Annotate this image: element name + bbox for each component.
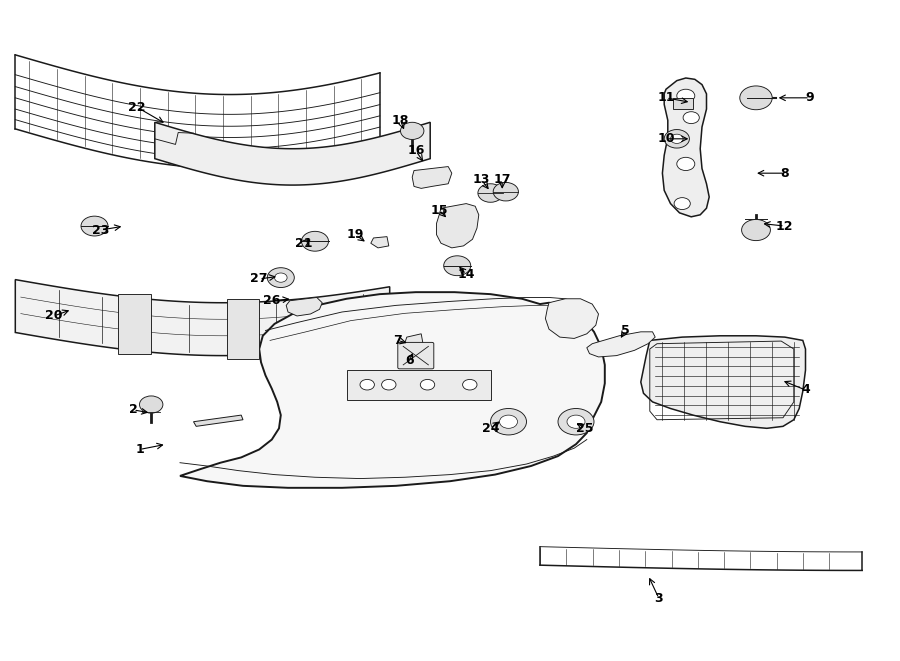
Polygon shape	[15, 280, 390, 356]
Polygon shape	[155, 122, 430, 185]
Circle shape	[444, 256, 471, 276]
Circle shape	[140, 396, 163, 413]
Polygon shape	[405, 334, 423, 347]
Polygon shape	[545, 299, 598, 338]
Text: 26: 26	[263, 294, 281, 307]
Circle shape	[500, 415, 518, 428]
Text: 27: 27	[250, 272, 268, 286]
Text: 6: 6	[405, 354, 414, 367]
Circle shape	[478, 184, 503, 202]
Text: 18: 18	[392, 114, 410, 127]
Circle shape	[274, 273, 287, 282]
Circle shape	[400, 122, 424, 139]
Polygon shape	[673, 98, 693, 109]
Polygon shape	[412, 167, 452, 188]
Polygon shape	[436, 204, 479, 248]
Text: 14: 14	[457, 268, 475, 281]
Polygon shape	[641, 336, 806, 428]
Text: 9: 9	[806, 91, 814, 104]
Polygon shape	[662, 78, 709, 217]
Circle shape	[267, 268, 294, 288]
Text: 21: 21	[295, 237, 313, 250]
Circle shape	[491, 408, 526, 435]
Text: 5: 5	[621, 324, 630, 337]
Circle shape	[302, 231, 328, 251]
Circle shape	[740, 86, 772, 110]
FancyBboxPatch shape	[227, 299, 259, 359]
Text: 7: 7	[393, 334, 402, 347]
Text: 23: 23	[92, 223, 110, 237]
Circle shape	[670, 134, 683, 143]
Text: 11: 11	[657, 91, 675, 104]
Text: 1: 1	[135, 443, 144, 456]
Circle shape	[677, 89, 695, 102]
Text: 15: 15	[430, 204, 448, 217]
Circle shape	[420, 379, 435, 390]
Text: 3: 3	[654, 592, 663, 605]
Polygon shape	[286, 297, 322, 316]
Text: 17: 17	[493, 173, 511, 186]
Text: 8: 8	[780, 167, 789, 180]
Circle shape	[493, 182, 518, 201]
Text: 12: 12	[776, 219, 794, 233]
FancyBboxPatch shape	[119, 294, 151, 354]
Circle shape	[360, 379, 374, 390]
Text: 22: 22	[128, 100, 146, 114]
Circle shape	[674, 198, 690, 210]
Circle shape	[683, 112, 699, 124]
Text: 20: 20	[45, 309, 63, 323]
Text: 19: 19	[346, 228, 364, 241]
Polygon shape	[371, 237, 389, 248]
Polygon shape	[194, 415, 243, 426]
Polygon shape	[346, 370, 490, 400]
Text: 16: 16	[407, 144, 425, 157]
Circle shape	[382, 379, 396, 390]
Text: 4: 4	[801, 383, 810, 397]
Text: 13: 13	[472, 173, 490, 186]
Text: 2: 2	[129, 403, 138, 416]
Circle shape	[677, 157, 695, 171]
Circle shape	[567, 415, 585, 428]
Text: 24: 24	[482, 422, 500, 435]
Text: 25: 25	[576, 422, 594, 435]
Circle shape	[664, 130, 689, 148]
Circle shape	[463, 379, 477, 390]
FancyBboxPatch shape	[398, 342, 434, 369]
Text: 10: 10	[657, 132, 675, 145]
Circle shape	[558, 408, 594, 435]
Circle shape	[742, 219, 770, 241]
Polygon shape	[180, 292, 605, 488]
Polygon shape	[587, 332, 655, 357]
Circle shape	[81, 216, 108, 236]
